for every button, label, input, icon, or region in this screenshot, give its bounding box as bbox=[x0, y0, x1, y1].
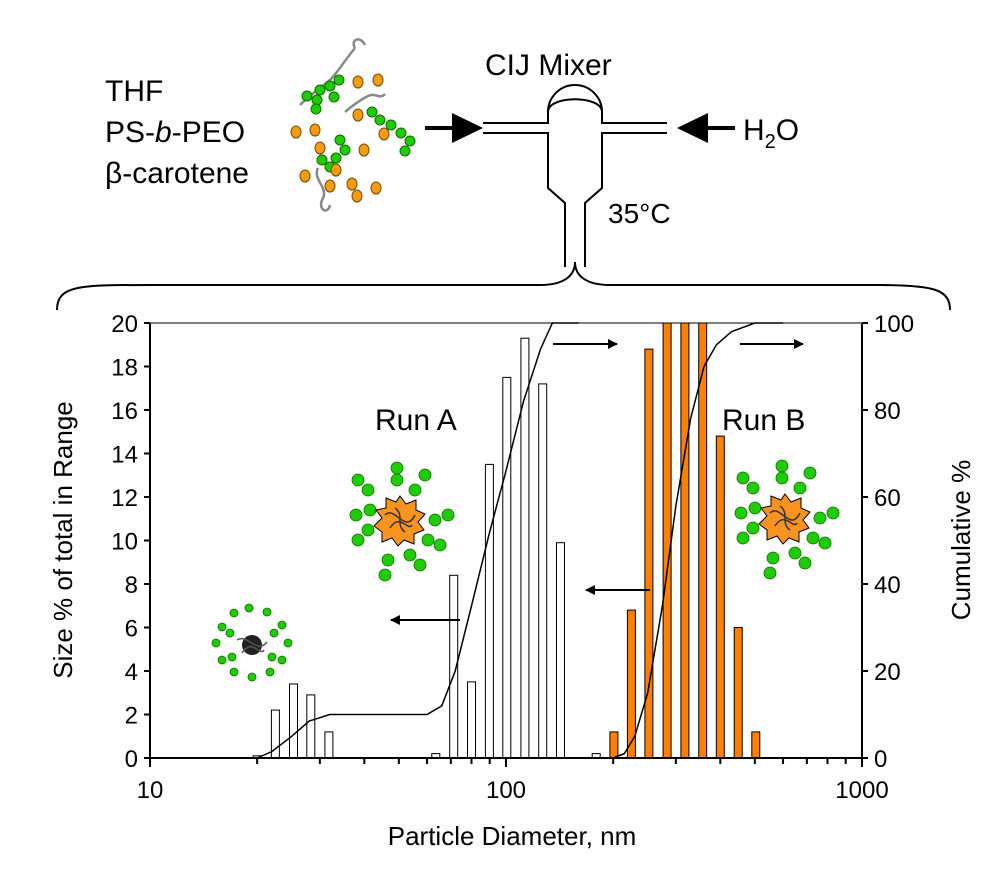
schematic: THF PS-b-PEO β-carotene bbox=[56, 38, 951, 311]
y2-tick-label: 20 bbox=[874, 659, 901, 686]
direction-arrows bbox=[390, 339, 804, 625]
bar-run-a-12 bbox=[556, 542, 565, 759]
y-tick-label: 0 bbox=[125, 746, 138, 773]
bars-layer bbox=[252, 322, 761, 759]
y2-tick-label: 0 bbox=[874, 746, 887, 773]
bar-run-a-2 bbox=[289, 683, 298, 759]
water-label: H2O bbox=[743, 114, 799, 153]
y-tick-label: 6 bbox=[125, 616, 138, 643]
temperature-label: 35°C bbox=[608, 198, 671, 229]
y-axis-label: Size % of total in Range bbox=[48, 401, 78, 679]
bar-run-a-11 bbox=[538, 383, 548, 759]
x-tick-label: 1000 bbox=[835, 777, 888, 804]
y-tick-label: 18 bbox=[111, 355, 138, 382]
micelle-run-a-icon bbox=[349, 461, 455, 582]
cumulative-layer bbox=[256, 322, 783, 759]
bar-run-a-8 bbox=[484, 463, 494, 759]
bar-run-a-4 bbox=[324, 731, 334, 759]
bar-run-b-6 bbox=[715, 435, 725, 759]
brace bbox=[56, 261, 951, 311]
x-axis-label: Particle Diameter, nm bbox=[388, 821, 637, 851]
y-tick-label: 10 bbox=[111, 529, 138, 556]
left-inlet-arrow bbox=[425, 113, 483, 143]
polymer-carotene-illustration bbox=[290, 38, 416, 212]
micelle-run-b-icon bbox=[734, 459, 840, 580]
y2-tick-label: 40 bbox=[874, 572, 901, 599]
bar-run-b-8 bbox=[751, 731, 761, 759]
bar-run-a-7 bbox=[467, 681, 476, 759]
y-tick-label: 4 bbox=[125, 659, 138, 686]
cij-mixer bbox=[483, 84, 667, 267]
chart: 0 2 4 6 8 10 12 14 16 18 20 0 20 40 60 80 100 10 100 1000 R… bbox=[48, 311, 976, 851]
bar-run-a-3 bbox=[306, 694, 316, 759]
bar-run-b-3 bbox=[662, 322, 672, 759]
x-tick-label: 10 bbox=[137, 777, 164, 804]
bar-run-b-5 bbox=[698, 322, 708, 759]
bar-run-b-0 bbox=[609, 731, 619, 759]
label-thf: THF bbox=[105, 75, 163, 108]
y-tick-label: 12 bbox=[111, 485, 138, 512]
ticks-layer: 0 2 4 6 8 10 12 14 16 18 20 0 20 40 60 80 100 10 100 1000 bbox=[111, 311, 914, 804]
y2-tick-label: 100 bbox=[874, 311, 914, 338]
y2-tick-label: 80 bbox=[874, 398, 901, 425]
label-beta-carotene: β-carotene bbox=[105, 157, 249, 190]
run-a-label: Run A bbox=[375, 404, 457, 437]
y2-tick-label: 60 bbox=[874, 485, 901, 512]
mixer-label: CIJ Mixer bbox=[485, 49, 612, 82]
bar-run-a-10 bbox=[520, 337, 530, 759]
cumulative-curve-run-b bbox=[612, 322, 783, 759]
x-tick-label: 100 bbox=[486, 777, 526, 804]
y2-axis-label: Cumulative % bbox=[946, 460, 976, 620]
bar-run-a-9 bbox=[502, 376, 512, 759]
y-tick-label: 2 bbox=[125, 703, 138, 730]
y-tick-label: 16 bbox=[111, 398, 138, 425]
right-inlet-arrow bbox=[677, 113, 735, 143]
label-ps-b-peo: PS-b-PEO bbox=[105, 116, 245, 149]
run-b-label: Run B bbox=[722, 404, 805, 437]
y-tick-label: 8 bbox=[125, 572, 138, 599]
bar-run-b-4 bbox=[680, 322, 690, 759]
bar-run-b-7 bbox=[733, 627, 743, 759]
y-tick-label: 20 bbox=[111, 311, 138, 338]
cumulative-curve-run-a bbox=[256, 322, 579, 759]
micelle-small-icon bbox=[211, 603, 293, 682]
y-tick-label: 14 bbox=[111, 442, 138, 469]
